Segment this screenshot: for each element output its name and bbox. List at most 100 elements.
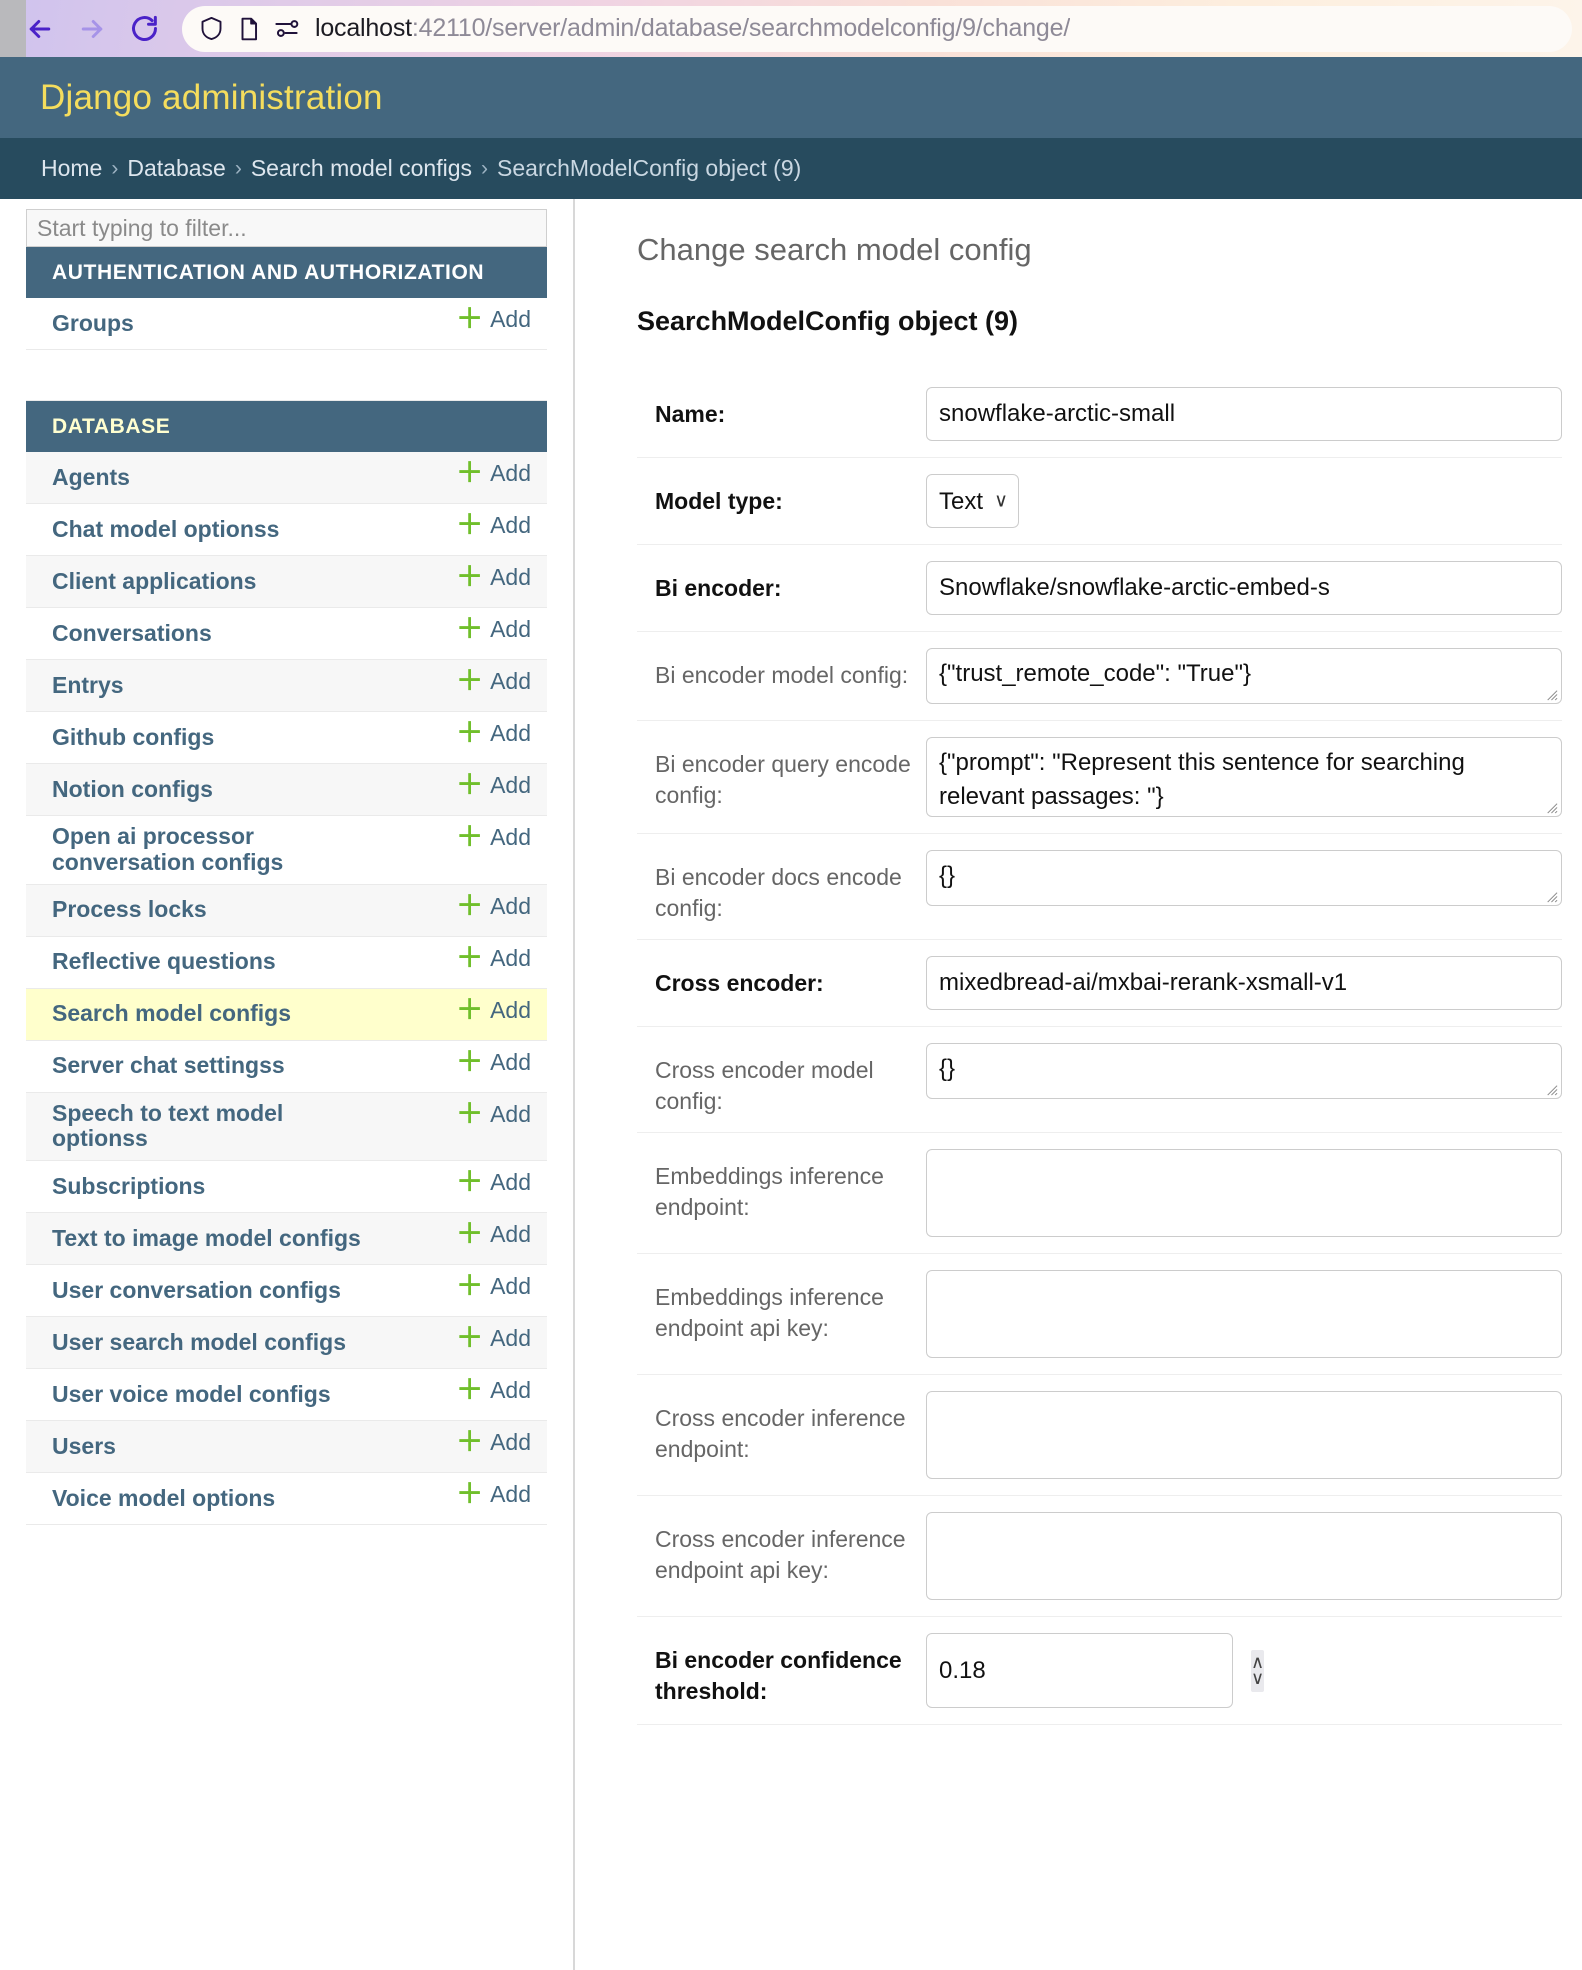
sidebar-item-user-voice-model-configs[interactable]: User voice model configs ＋ Add	[26, 1369, 547, 1421]
field-control-bi-encoder	[926, 561, 1562, 615]
stepper-up-icon[interactable]: ∧	[1251, 1651, 1265, 1673]
textarea-bi-encoder-docs-encode-config[interactable]	[926, 850, 1562, 906]
sidebar-item-label[interactable]: Open ai processor conversation configs	[52, 823, 284, 875]
textarea-bi-encoder-query-encode-config[interactable]	[926, 737, 1562, 817]
add-users-link[interactable]: ＋ Add	[456, 1429, 531, 1456]
plus-icon: ＋	[456, 1098, 484, 1130]
sidebar-item-notion-configs[interactable]: Notion configs ＋ Add	[26, 764, 547, 816]
input-name[interactable]	[926, 387, 1562, 441]
add-search-model-configs-link[interactable]: ＋ Add	[456, 997, 531, 1024]
textarea-bi-encoder-model-config[interactable]	[926, 648, 1562, 704]
number-stepper[interactable]: ∧ ∨	[1251, 1649, 1265, 1692]
add-subscriptions-link[interactable]: ＋ Add	[456, 1169, 531, 1196]
sidebar-filter-input[interactable]	[26, 209, 547, 247]
sidebar-item-reflective-questions[interactable]: Reflective questions ＋ Add	[26, 936, 547, 989]
input-embeddings-inference-endpoint[interactable]	[926, 1149, 1562, 1238]
input-bi-encoder-confidence-threshold[interactable]	[927, 1655, 1251, 1686]
add-user-conversation-configs-link[interactable]: ＋ Add	[456, 1273, 531, 1300]
reload-icon	[129, 13, 160, 44]
sidebar-item-groups[interactable]: Groups ＋ Add	[26, 298, 547, 350]
add-entrys-link[interactable]: ＋ Add	[456, 668, 531, 695]
sidebar-item-label[interactable]: Agents	[52, 463, 130, 490]
sidebar-item-text-to-image-model-configs[interactable]: Text to image model configs ＋ Add	[26, 1213, 547, 1265]
add-reflective-questions-link[interactable]: ＋ Add	[456, 945, 531, 972]
page-reader-icon[interactable]	[236, 16, 262, 42]
back-button[interactable]	[14, 6, 66, 52]
sidebar-item-label[interactable]: Chat model optionss	[52, 515, 280, 542]
site-branding-title[interactable]: Django administration	[40, 77, 383, 117]
sidebar-item-user-search-model-configs[interactable]: User search model configs ＋ Add	[26, 1317, 547, 1369]
sidebar-app-caption-authentication-and-authorization[interactable]: AUTHENTICATION AND AUTHORIZATION	[26, 247, 547, 298]
sidebar-item-speech-to-text-model-optionss[interactable]: Speech to text model optionss ＋ Add	[26, 1092, 547, 1161]
sidebar-item-open-ai-processor-conversation-configs[interactable]: Open ai processor conversation configs ＋ A…	[26, 816, 547, 885]
input-cross-encoder-inference-endpoint[interactable]	[926, 1391, 1562, 1480]
add-user-voice-model-configs-link[interactable]: ＋ Add	[456, 1377, 531, 1404]
add-voice-model-options-link[interactable]: ＋ Add	[456, 1481, 531, 1508]
stepper-down-icon[interactable]: ∨	[1251, 1667, 1265, 1689]
input-cross-encoder[interactable]	[926, 956, 1562, 1011]
field-label-cross-encoder-inference-endpoint: Cross encoder inference endpoint:	[655, 1405, 906, 1462]
field-control-embeddings-inference-endpoint	[926, 1149, 1562, 1238]
sidebar-item-label[interactable]: User search model configs	[52, 1328, 346, 1355]
forward-button[interactable]	[66, 6, 118, 52]
add-open-ai-processor-conversation-configs-link[interactable]: ＋ Add	[456, 824, 531, 851]
reload-button[interactable]	[118, 6, 170, 52]
select-model-type[interactable]: Text	[926, 474, 1019, 528]
sidebar-item-label[interactable]: Speech to text model optionss	[52, 1099, 284, 1152]
sidebar-item-conversations[interactable]: Conversations ＋ Add	[26, 608, 547, 660]
sidebar-item-agents[interactable]: Agents ＋ Add	[26, 452, 547, 504]
sidebar-item-label[interactable]: Github configs	[52, 723, 215, 750]
input-bi-encoder[interactable]	[926, 561, 1562, 615]
add-chat-model-optionss-link[interactable]: ＋ Add	[456, 512, 531, 539]
sidebar-item-label[interactable]: Client applications	[52, 567, 257, 594]
input-cross-encoder-inference-endpoint-api-key[interactable]	[926, 1512, 1562, 1601]
breadcrumb-current: SearchModelConfig object (9)	[497, 155, 802, 181]
sidebar-item-label[interactable]: Process locks	[52, 896, 207, 923]
permissions-sliders-icon[interactable]	[273, 15, 300, 42]
breadcrumb-item-search-model-configs[interactable]: Search model configs	[250, 155, 473, 181]
sidebar-item-label[interactable]: Groups	[52, 309, 134, 336]
add-notion-configs-link[interactable]: ＋ Add	[456, 772, 531, 799]
sidebar-item-chat-model-optionss[interactable]: Chat model optionss ＋ Add	[26, 504, 547, 556]
sidebar-item-github-configs[interactable]: Github configs ＋ Add	[26, 712, 547, 764]
sidebar-item-user-conversation-configs[interactable]: User conversation configs ＋ Add	[26, 1265, 547, 1317]
shield-icon[interactable]	[198, 15, 225, 42]
add-client-applications-link[interactable]: ＋ Add	[456, 564, 531, 591]
sidebar-item-label[interactable]: Text to image model configs	[52, 1224, 361, 1251]
sidebar-item-label[interactable]: Reflective questions	[52, 948, 276, 975]
add-github-configs-link[interactable]: ＋ Add	[456, 720, 531, 747]
add-server-chat-settingss-link[interactable]: ＋ Add	[456, 1049, 531, 1076]
sidebar-item-search-model-configs[interactable]: Search model configs ＋ Add	[26, 988, 547, 1041]
sidebar-item-users[interactable]: Users ＋ Add	[26, 1421, 547, 1473]
sidebar-item-label[interactable]: Server chat settingss	[52, 1052, 285, 1079]
sidebar-item-label[interactable]: User voice model configs	[52, 1380, 331, 1407]
sidebar-item-process-locks[interactable]: Process locks ＋ Add	[26, 884, 547, 937]
breadcrumb-item-home[interactable]: Home	[41, 155, 103, 181]
add-groups-link[interactable]: ＋ Add	[456, 306, 531, 333]
sidebar-item-subscriptions[interactable]: Subscriptions ＋ Add	[26, 1161, 547, 1213]
sidebar-item-voice-model-options[interactable]: Voice model options ＋ Add	[26, 1473, 547, 1525]
sidebar-item-label[interactable]: Users	[52, 1432, 116, 1459]
sidebar-item-server-chat-settingss[interactable]: Server chat settingss ＋ Add	[26, 1040, 547, 1093]
textarea-cross-encoder-model-config[interactable]	[926, 1043, 1562, 1100]
add-process-locks-link[interactable]: ＋ Add	[456, 893, 531, 920]
sidebar-item-label[interactable]: Entrys	[52, 671, 124, 698]
sidebar-item-client-applications[interactable]: Client applications ＋ Add	[26, 556, 547, 608]
sidebar-item-label[interactable]: Voice model options	[52, 1484, 276, 1511]
add-user-search-model-configs-link[interactable]: ＋ Add	[456, 1325, 531, 1352]
sidebar-item-label[interactable]: Subscriptions	[52, 1172, 206, 1199]
address-bar[interactable]: localhost:42110/server/admin/database/se…	[182, 5, 1572, 52]
sidebar-app-caption-database[interactable]: DATABASE	[26, 401, 547, 452]
forward-arrow-icon	[77, 14, 107, 44]
sidebar-item-label[interactable]: Search model configs	[52, 1000, 292, 1027]
add-text-to-image-model-configs-link[interactable]: ＋ Add	[456, 1221, 531, 1248]
add-speech-to-text-model-optionss-link[interactable]: ＋ Add	[456, 1101, 531, 1128]
sidebar-item-entrys[interactable]: Entrys ＋ Add	[26, 660, 547, 712]
add-conversations-link[interactable]: ＋ Add	[456, 616, 531, 643]
breadcrumb-item-database[interactable]: Database	[127, 155, 226, 181]
add-agents-link[interactable]: ＋ Add	[456, 460, 531, 487]
sidebar-item-label[interactable]: Conversations	[52, 619, 212, 646]
input-embeddings-inference-endpoint-api-key[interactable]	[926, 1270, 1562, 1359]
sidebar-item-label[interactable]: User conversation configs	[52, 1276, 341, 1303]
sidebar-item-label[interactable]: Notion configs	[52, 775, 213, 802]
